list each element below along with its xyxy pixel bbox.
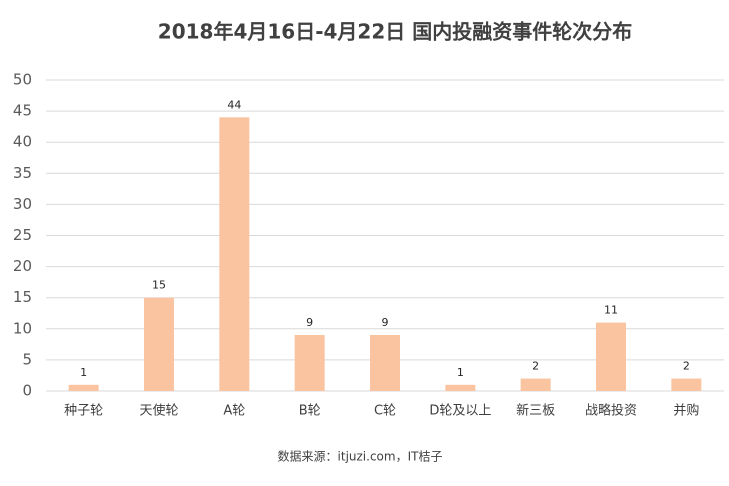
y-tick-label: 35 bbox=[13, 164, 32, 182]
chart-title: 2018年4月16日-4月22日 国内投融资事件轮次分布 bbox=[158, 20, 632, 44]
bar bbox=[520, 378, 551, 391]
value-label: 11 bbox=[604, 304, 618, 317]
bar bbox=[68, 384, 99, 391]
x-tick-label: A轮 bbox=[223, 404, 245, 419]
value-label: 9 bbox=[306, 316, 313, 329]
y-tick-label: 45 bbox=[13, 102, 32, 120]
value-label: 44 bbox=[227, 98, 241, 111]
source-note: 数据来源：itjuzi.com，IT桔子 bbox=[278, 449, 443, 464]
y-tick-label: 20 bbox=[13, 257, 32, 275]
value-label: 1 bbox=[457, 366, 464, 379]
x-tick-label: D轮及以上 bbox=[429, 404, 491, 419]
x-tick-label: 并购 bbox=[673, 403, 699, 419]
bar bbox=[445, 384, 476, 391]
y-tick-label: 0 bbox=[22, 382, 32, 400]
x-tick-label: 天使轮 bbox=[139, 403, 178, 419]
bar bbox=[370, 335, 400, 391]
value-label: 1 bbox=[80, 366, 87, 379]
x-tick-label: 战略投资 bbox=[585, 403, 637, 419]
value-label: 2 bbox=[683, 360, 690, 373]
bar bbox=[294, 335, 325, 391]
y-tick-label: 5 bbox=[22, 350, 32, 368]
x-tick-label: 种子轮 bbox=[64, 404, 103, 419]
bar bbox=[144, 297, 174, 391]
bar bbox=[596, 322, 626, 391]
x-tick-label: 新三板 bbox=[516, 403, 555, 419]
value-label: 15 bbox=[152, 279, 166, 292]
y-tick-label: 25 bbox=[13, 226, 32, 244]
y-tick-label: 40 bbox=[13, 133, 32, 151]
value-label: 2 bbox=[532, 360, 539, 373]
y-tick-label: 50 bbox=[13, 71, 32, 89]
value-label: 9 bbox=[382, 316, 389, 329]
x-tick-label: B轮 bbox=[299, 404, 321, 419]
x-tick-label: C轮 bbox=[374, 404, 396, 419]
y-tick-label: 15 bbox=[13, 288, 32, 306]
bar bbox=[219, 117, 250, 391]
y-tick-label: 10 bbox=[13, 319, 32, 337]
bar bbox=[671, 378, 702, 391]
y-tick-label: 30 bbox=[13, 195, 32, 213]
